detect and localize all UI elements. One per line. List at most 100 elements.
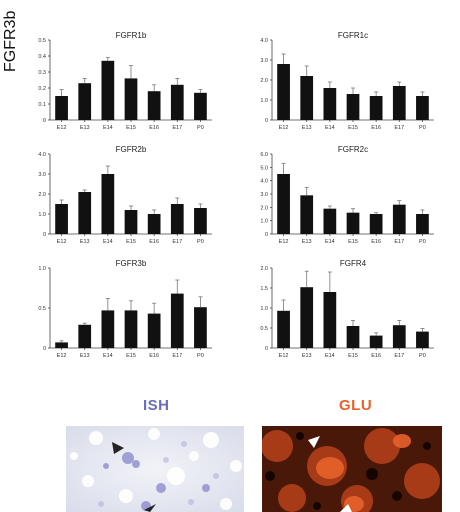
x-tick-label: E13 [80, 239, 90, 245]
x-tick-label: E16 [371, 125, 381, 131]
bar [170, 293, 184, 348]
x-tick-label: P0 [419, 239, 426, 245]
bar [300, 76, 314, 120]
bar [101, 310, 115, 348]
y-tick-label: 0.5 [38, 38, 46, 44]
x-tick-label: E17 [172, 239, 182, 245]
x-tick-label: E17 [172, 125, 182, 131]
chart-title: FGFR1b [116, 31, 147, 40]
bar [392, 204, 406, 234]
x-tick-label: E17 [394, 353, 404, 359]
bar [78, 83, 92, 120]
chart-fgfr3b: FGFR3b 0 0.5 1.0 E12 E13 E14 E15 E16 E17 P0 [28, 256, 218, 364]
y-tick-label: 0 [265, 118, 268, 124]
bar [194, 307, 207, 348]
bar [55, 96, 68, 120]
x-tick-label: E14 [103, 125, 113, 131]
x-tick-label: E12 [57, 353, 67, 359]
bar [346, 94, 360, 120]
y-tick-label: 6.0 [260, 152, 268, 158]
bar [323, 292, 337, 348]
ish-micrograph [66, 426, 244, 512]
x-tick-label: E17 [394, 125, 404, 131]
x-tick-label: E12 [57, 239, 67, 245]
x-tick-label: E12 [279, 125, 289, 131]
x-tick-label: E12 [279, 353, 289, 359]
bar [346, 326, 360, 348]
chart-fgfr4: FGFR4 0 0.5 1.0 1.5 2.0 E12 E13 E14 E15 E16 E17 P0 [250, 256, 440, 364]
bar [416, 96, 429, 120]
bar [323, 88, 337, 120]
y-tick-label: 0.5 [38, 306, 46, 312]
arrowhead-icon [340, 504, 352, 512]
bar [55, 342, 68, 348]
y-tick-label: 5.0 [260, 165, 268, 171]
chart-title: FGFR4 [340, 259, 367, 268]
bar [124, 310, 138, 348]
fgfr3b-row-label: FGFR3b [2, 10, 19, 72]
y-tick-label: 4.0 [260, 38, 268, 44]
x-tick-label: E14 [325, 239, 335, 245]
chart-fgfr1b: FGFR1b 0 0.1 0.2 0.3 0.4 0.5 E12 E13 E14 E15 E16 E17… [28, 28, 218, 136]
x-tick-label: E15 [126, 239, 136, 245]
x-tick-label: E12 [57, 125, 67, 131]
x-tick-label: E14 [325, 125, 335, 131]
y-tick-label: 2.0 [260, 78, 268, 84]
bar [194, 92, 207, 120]
y-tick-label: 1.0 [38, 266, 46, 272]
bar [78, 324, 92, 348]
y-tick-label: 1.0 [260, 219, 268, 225]
x-tick-label: P0 [197, 125, 204, 131]
x-tick-label: P0 [197, 353, 204, 359]
bar [147, 313, 161, 348]
x-tick-label: E13 [302, 239, 312, 245]
arrowhead-icon [144, 504, 156, 512]
chart-fgfr2b: FGFR2b 0 1.0 2.0 3.0 4.0 E12 E13 E14 E15 E16 E17 P0 [28, 142, 218, 250]
bar [101, 60, 115, 120]
bar [300, 287, 314, 348]
glu-micrograph [262, 426, 442, 512]
x-tick-label: E14 [103, 239, 113, 245]
y-tick-label: 1.0 [260, 98, 268, 104]
x-tick-label: E16 [149, 353, 159, 359]
y-tick-label: 0.4 [38, 54, 46, 60]
x-tick-label: E15 [348, 353, 358, 359]
bar [369, 335, 383, 348]
x-tick-label: E15 [348, 125, 358, 131]
y-tick-label: 0.2 [38, 86, 46, 92]
chart-title: FGFR2b [116, 145, 147, 154]
y-tick-label: 0 [265, 346, 268, 352]
chart-fgfr2c: FGFR2c 0 1.0 2.0 3.0 4.0 5.0 6.0 E12 E13 E14 E15 E16… [250, 142, 440, 250]
bar [300, 195, 314, 234]
bar [277, 310, 290, 348]
y-tick-label: 1.5 [260, 286, 268, 292]
x-tick-label: E16 [149, 125, 159, 131]
bar [78, 192, 92, 234]
row-label-wrapper: FGFR3b [0, 0, 22, 72]
x-tick-label: E13 [80, 125, 90, 131]
bar [392, 325, 406, 348]
bar [323, 208, 337, 234]
bar [147, 91, 161, 120]
y-tick-label: 4.0 [260, 179, 268, 185]
x-tick-label: E16 [371, 239, 381, 245]
bar [369, 96, 383, 120]
bar [170, 204, 184, 234]
bar [55, 204, 68, 234]
y-tick-label: 0.3 [38, 70, 46, 76]
y-tick-label: 3.0 [260, 58, 268, 64]
x-tick-label: E14 [325, 353, 335, 359]
bar [124, 210, 138, 234]
y-tick-label: 0.1 [38, 102, 46, 108]
x-tick-label: E16 [371, 353, 381, 359]
x-tick-label: E13 [80, 353, 90, 359]
x-tick-label: E15 [348, 239, 358, 245]
chart-title: FGFR2c [338, 145, 368, 154]
bar [277, 174, 290, 234]
chart-title: FGFR3b [116, 259, 147, 268]
arrowhead-icon [112, 442, 124, 454]
bar [392, 86, 406, 120]
x-tick-label: P0 [419, 125, 426, 131]
bar [194, 208, 207, 234]
y-tick-label: 2.0 [260, 205, 268, 211]
